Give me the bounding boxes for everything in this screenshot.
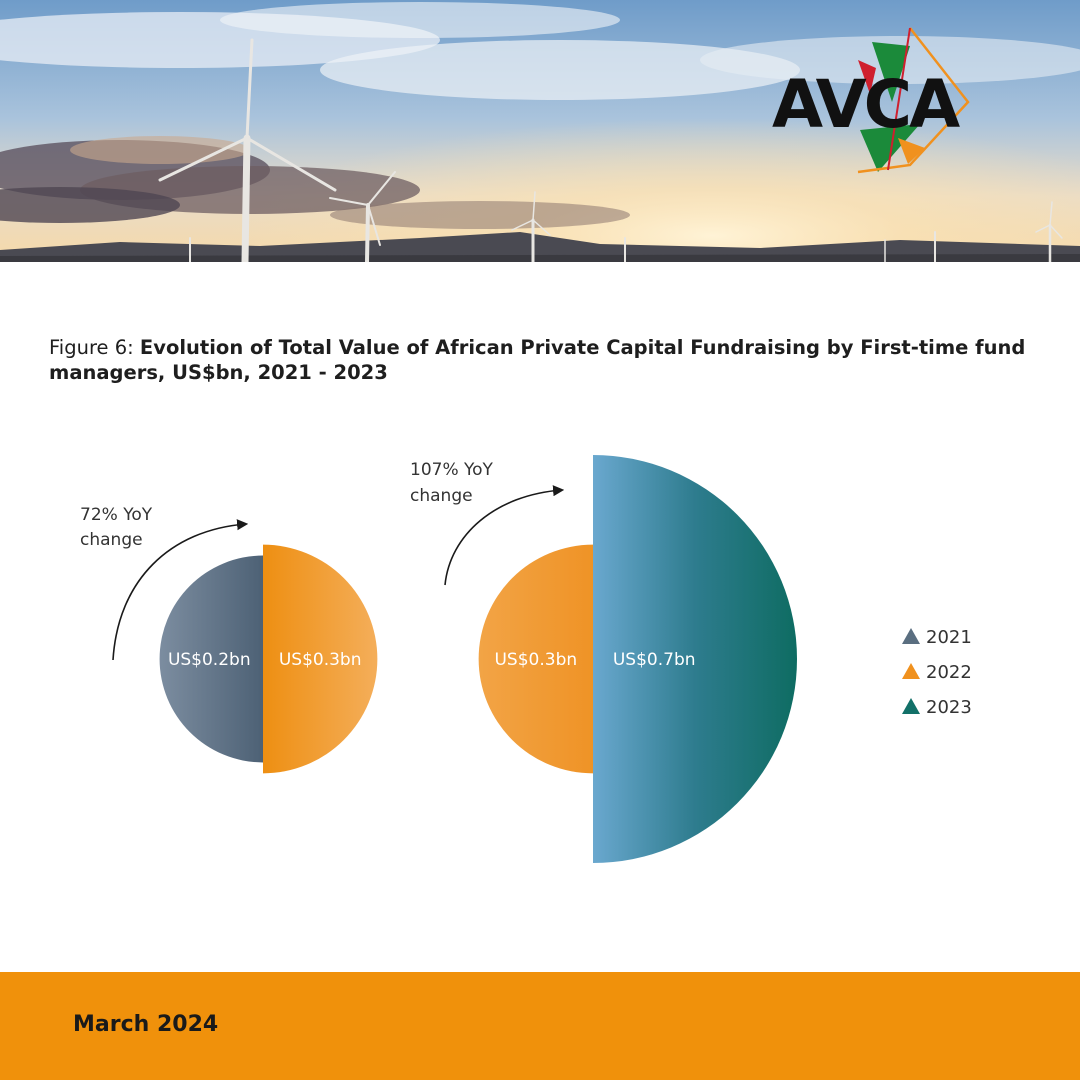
value-label-2021: US$0.2bn	[168, 650, 251, 670]
half-circle-2023	[593, 455, 797, 863]
logo-mark-icon	[857, 27, 970, 174]
legend-marker-2023	[902, 698, 920, 714]
half-circle-2022-left-pair	[263, 544, 378, 774]
value-label-2022-right-pair: US$0.3bn	[494, 650, 577, 670]
yoy-annotation-2-line2: change	[410, 486, 473, 506]
half-circle-2021	[159, 555, 263, 763]
legend-marker-2021	[902, 628, 920, 644]
legend-marker-2022	[902, 663, 920, 679]
value-label-2022-left-pair: US$0.3bn	[279, 650, 362, 670]
half-circle-2022-right-pair	[478, 544, 593, 774]
header-banner: AVCA	[0, 0, 1080, 262]
footer-bar: March 2024	[0, 972, 1080, 1080]
legend-label-2021: 2021	[926, 627, 972, 648]
footer-date: March 2024	[73, 1012, 219, 1037]
chart-legend: 2021 2022 2023	[902, 627, 972, 718]
figure-title: Figure 6: Evolution of Total Value of Af…	[49, 335, 1039, 385]
legend-label-2022: 2022	[926, 662, 972, 683]
yoy-arrow-2	[444, 485, 565, 586]
fundraising-chart: 72% YoY change US$0.2bn US$0.3bn 107% Yo…	[80, 455, 972, 863]
yoy-annotation-1-line2: change	[80, 530, 143, 550]
yoy-annotation-2-line1: 107% YoY	[410, 460, 494, 480]
legend-label-2023: 2023	[926, 697, 972, 718]
logo-text: AVCA	[772, 66, 960, 143]
value-label-2023: US$0.7bn	[613, 650, 696, 670]
figure-number: Figure 6:	[49, 336, 140, 359]
yoy-arrow-1	[112, 519, 249, 661]
yoy-annotation-1-line1: 72% YoY	[80, 505, 153, 525]
figure-heading: Evolution of Total Value of African Priv…	[49, 336, 1026, 384]
avca-logo: AVCA	[760, 20, 975, 180]
